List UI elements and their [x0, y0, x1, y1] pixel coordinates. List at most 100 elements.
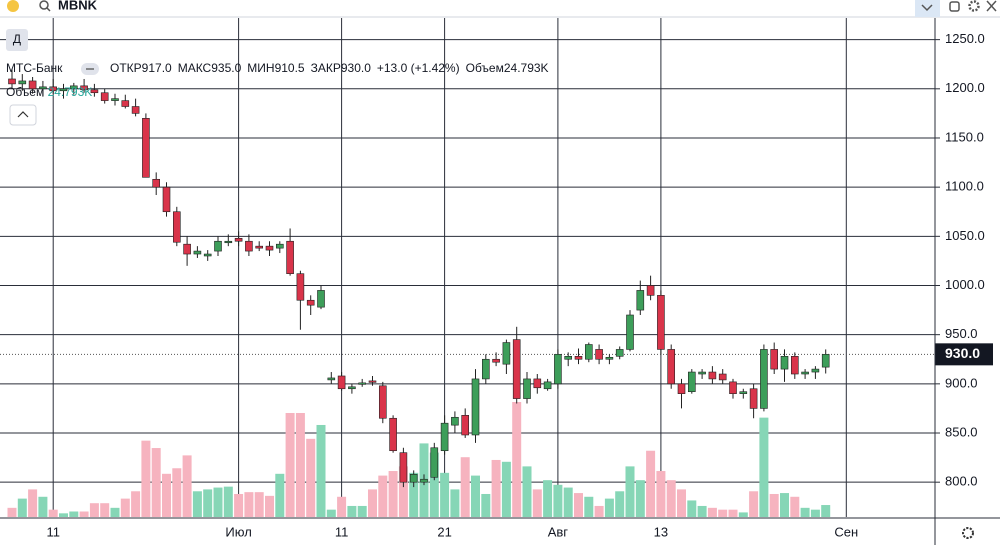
- close-icon[interactable]: [986, 0, 997, 12]
- volume-bar: [666, 480, 676, 517]
- candle-body: [49, 86, 58, 92]
- candle-body: [348, 386, 356, 390]
- volume-bar: [388, 471, 398, 517]
- volume-bar: [295, 413, 305, 517]
- candle-body: [554, 354, 562, 385]
- scale-settings-icon[interactable]: [962, 527, 974, 539]
- candle-body: [296, 273, 305, 301]
- y-tick-label: 950.0: [945, 326, 978, 341]
- candle-body: [657, 295, 665, 350]
- y-tick-label: 1050.0: [945, 228, 985, 243]
- candle-body: [337, 375, 346, 390]
- legend-key: ЗАКР: [311, 61, 341, 75]
- candle-body: [451, 416, 459, 426]
- candle-body: [193, 250, 202, 255]
- legend-key: МАКС: [178, 61, 212, 75]
- legend-value: 935.0: [211, 61, 241, 75]
- volume-bar: [48, 509, 58, 517]
- candle-body: [698, 371, 706, 375]
- x-tick-label: Июл: [225, 524, 251, 539]
- volume-bar: [59, 513, 68, 517]
- candle-body: [584, 344, 593, 360]
- volume-bar: [28, 489, 38, 517]
- volume-bar: [574, 493, 583, 517]
- volume-bar: [450, 489, 460, 517]
- candle-body: [18, 80, 27, 85]
- symbol-input[interactable]: MBNK: [58, 0, 98, 12]
- candle-body: [430, 447, 439, 478]
- price-tag: [935, 343, 993, 366]
- y-tick-label: 1100.0: [945, 179, 984, 194]
- settings-icon[interactable]: [968, 0, 980, 12]
- volume-bar: [635, 480, 645, 517]
- volume-bar: [182, 455, 192, 517]
- volume-bar: [131, 491, 141, 517]
- legend-change: +13.0 (+1.42%): [377, 61, 460, 75]
- candle-body: [760, 349, 768, 409]
- y-tick-label: 1200.0: [945, 80, 985, 95]
- volume-bar: [326, 509, 336, 517]
- legend-key: ОТКР: [110, 61, 142, 75]
- candle-body: [677, 383, 686, 394]
- candle-body: [389, 417, 397, 452]
- candle-body: [224, 240, 233, 244]
- volume-bar: [234, 493, 244, 517]
- volume-bar: [141, 440, 151, 517]
- candle-body: [28, 80, 37, 90]
- legend-volume-key: Объем: [466, 61, 504, 75]
- volume-bar: [89, 503, 99, 517]
- toolbar: [0, 0, 1000, 17]
- candle-body: [615, 349, 624, 357]
- volume-bar: [501, 461, 511, 517]
- volume-bar: [769, 493, 779, 517]
- candle-body: [471, 378, 480, 436]
- volume-layer: [7, 402, 831, 517]
- volume-bar: [100, 503, 110, 517]
- candle-body: [502, 342, 511, 365]
- volume-bar: [563, 487, 573, 517]
- volume-bar: [800, 507, 810, 517]
- candle-body: [749, 388, 758, 409]
- volume-bar: [625, 466, 635, 517]
- chevron-icon: [921, 4, 933, 12]
- volume-bar: [594, 505, 604, 517]
- x-tick-label: Авг: [548, 524, 569, 539]
- volume-bar: [604, 498, 614, 517]
- candle-body: [368, 380, 377, 383]
- volume-bar: [790, 496, 800, 517]
- y-tick-label: 1250.0: [945, 31, 985, 46]
- volume-bar: [254, 492, 264, 517]
- candle-body: [481, 358, 490, 380]
- volume-bar: [440, 472, 450, 517]
- x-tick-label: 11: [46, 524, 60, 539]
- candle-body: [440, 422, 449, 452]
- volume-bar: [79, 511, 89, 517]
- legend-volume-value: 24.793K: [504, 61, 549, 75]
- volume-bar: [285, 413, 295, 517]
- candle-body: [306, 299, 315, 306]
- volume-bar: [368, 489, 377, 517]
- search-icon[interactable]: [39, 0, 49, 10]
- candle-body: [790, 356, 799, 375]
- volume-bar: [543, 480, 553, 517]
- candle-body: [111, 98, 119, 101]
- volume-bar: [780, 493, 789, 517]
- volume-bar: [738, 512, 748, 517]
- interval-button[interactable]: [6, 29, 28, 51]
- candle-body: [492, 358, 500, 363]
- collapse-button[interactable]: [9, 104, 37, 126]
- candle-body: [358, 382, 367, 385]
- volume-legend: Объем 24.793K: [6, 85, 92, 99]
- volume-bar: [646, 450, 656, 517]
- candle-body: [39, 86, 47, 90]
- candle-body: [378, 385, 387, 419]
- volume-bar: [357, 505, 367, 517]
- candle-body: [399, 452, 408, 483]
- volume-bar: [265, 495, 274, 517]
- candle-body: [626, 314, 634, 350]
- window-icon[interactable]: [949, 1, 960, 12]
- candle-body: [286, 240, 294, 274]
- candle-body: [245, 240, 253, 252]
